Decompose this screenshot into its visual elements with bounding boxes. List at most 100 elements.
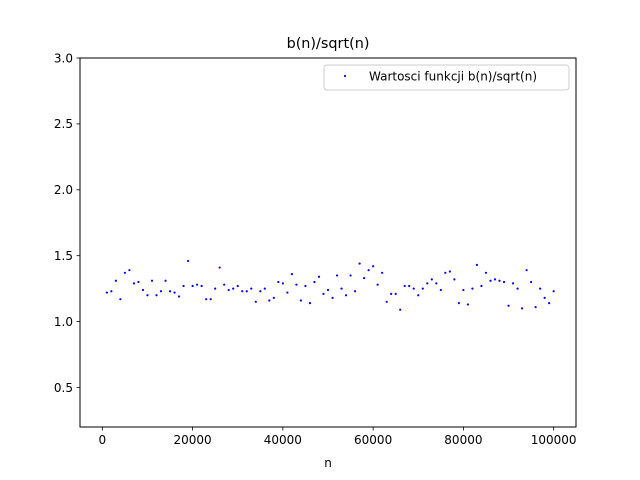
data-point <box>448 270 451 273</box>
y-tick-label: 2.0 <box>54 183 73 197</box>
data-point <box>105 291 108 294</box>
legend: Wartosci funkcji b(n)/sqrt(n) <box>323 64 570 91</box>
data-point <box>417 294 420 297</box>
data-point <box>277 280 280 284</box>
y-tick-label: 1.0 <box>54 315 73 329</box>
legend-label: Wartosci funkcji b(n)/sqrt(n) <box>369 70 537 84</box>
data-point <box>403 284 406 288</box>
x-tick-label: 40000 <box>264 433 302 447</box>
data-point <box>141 288 145 292</box>
data-point <box>507 304 510 307</box>
data-point <box>372 265 375 268</box>
data-point <box>119 298 122 301</box>
data-point <box>548 302 551 305</box>
data-point <box>453 278 456 281</box>
x-tick-label: 60000 <box>354 433 392 447</box>
data-point <box>489 279 492 282</box>
data-point <box>268 299 271 302</box>
data-point <box>344 294 348 297</box>
data-point <box>132 282 136 285</box>
data-point <box>186 259 190 263</box>
data-point <box>534 305 537 309</box>
data-point <box>299 299 303 302</box>
data-point <box>435 282 438 285</box>
data-point <box>159 290 163 293</box>
data-point <box>381 271 384 274</box>
data-point <box>412 287 415 290</box>
data-point <box>502 280 506 284</box>
data-point <box>290 273 293 276</box>
data-point <box>146 294 149 297</box>
data-point <box>493 278 497 281</box>
data-point <box>281 282 284 285</box>
data-point <box>439 288 442 292</box>
data-point <box>331 296 334 299</box>
data-point <box>421 287 424 290</box>
data-point <box>313 280 316 284</box>
data-point <box>353 290 357 293</box>
data-point <box>511 282 515 285</box>
data-point <box>525 269 528 272</box>
data-point <box>241 290 244 293</box>
data-point <box>250 287 253 290</box>
data-point <box>232 287 235 290</box>
data-point <box>340 287 343 290</box>
chart-title: b(n)/sqrt(n) <box>287 36 370 52</box>
data-point <box>223 283 226 286</box>
data-point <box>191 284 194 288</box>
data-point <box>390 292 393 295</box>
data-point <box>322 292 325 295</box>
data-point <box>471 287 474 290</box>
data-point <box>426 282 429 285</box>
data-point <box>385 300 388 303</box>
x-tick-label: 100000 <box>531 433 577 447</box>
data-point <box>254 300 257 303</box>
y-axis: 0.5 1.0 1.5 2.0 2.5 3.0 <box>54 51 80 395</box>
data-point <box>200 284 203 288</box>
data-point <box>295 283 298 286</box>
data-point <box>168 290 172 293</box>
y-tick-label: 0.5 <box>54 381 73 395</box>
data-point <box>209 298 212 301</box>
data-point <box>462 288 465 292</box>
data-point <box>529 280 533 284</box>
axes-frame <box>79 57 577 428</box>
y-tick-label: 1.5 <box>54 249 73 263</box>
data-point <box>128 269 131 272</box>
data-point <box>263 287 266 290</box>
y-tick-label: 2.5 <box>54 117 73 131</box>
data-point <box>484 271 488 274</box>
data-point <box>543 296 546 299</box>
data-point <box>150 279 154 282</box>
data-point <box>363 276 366 280</box>
data-point <box>227 288 230 292</box>
data-point <box>308 302 312 305</box>
data-point <box>326 288 330 292</box>
data-points <box>105 259 555 311</box>
data-point <box>205 298 208 301</box>
data-point <box>164 279 167 282</box>
data-point <box>457 302 460 305</box>
data-point <box>358 262 361 265</box>
data-point <box>177 295 181 298</box>
data-point <box>394 292 397 295</box>
data-point <box>475 263 479 267</box>
data-point <box>317 275 321 278</box>
data-point <box>516 287 519 290</box>
x-tick-label: 0 <box>99 433 107 447</box>
data-point <box>349 274 352 277</box>
data-point <box>367 269 370 272</box>
data-point <box>430 278 433 281</box>
data-point <box>155 294 158 297</box>
data-point <box>520 307 524 310</box>
legend-marker <box>343 74 347 78</box>
data-point <box>444 271 447 274</box>
x-tick-label: 80000 <box>444 433 482 447</box>
data-point <box>218 266 221 269</box>
data-point <box>173 291 176 294</box>
data-point <box>539 287 542 290</box>
data-point <box>498 279 501 282</box>
data-point <box>196 283 199 286</box>
data-point <box>376 283 379 286</box>
